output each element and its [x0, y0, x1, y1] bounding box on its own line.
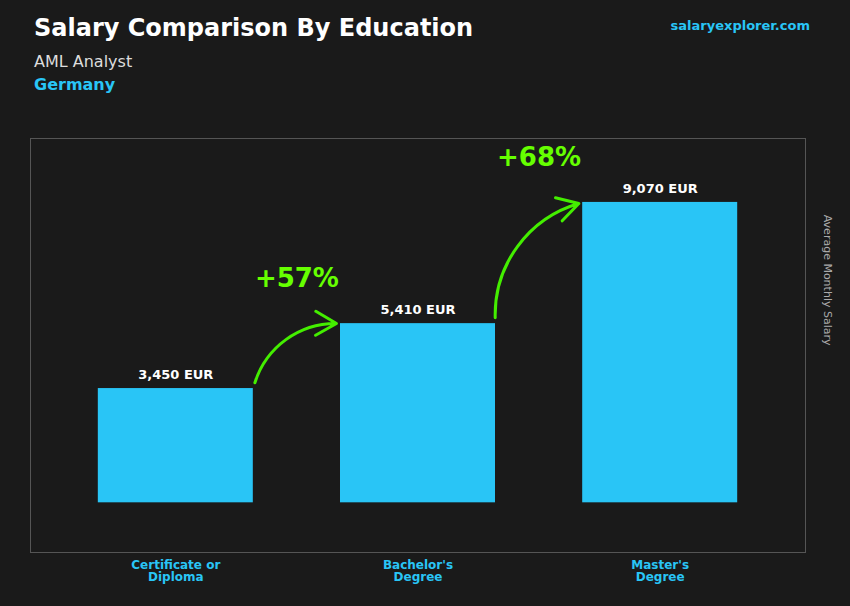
svg-text:Bachelor'sDegree: Bachelor'sDegree: [383, 558, 453, 584]
svg-text:3,450 EUR: 3,450 EUR: [138, 367, 213, 382]
svg-text:+68%: +68%: [497, 142, 581, 172]
svg-text:Master'sDegree: Master'sDegree: [631, 558, 689, 584]
html-text:Salary Comparison By Education: Salary Comparison By Education: [34, 14, 474, 42]
svg-text:Certificate orDiploma: Certificate orDiploma: [131, 558, 220, 584]
html-text:salaryexplorer.com: salaryexplorer.com: [670, 18, 810, 33]
html-text:Germany: Germany: [34, 75, 116, 94]
svg-text:+57%: +57%: [255, 263, 339, 293]
svg-text:Average Monthly Salary: Average Monthly Salary: [821, 215, 834, 346]
svg-text:5,410 EUR: 5,410 EUR: [380, 302, 455, 317]
svg-text:9,070 EUR: 9,070 EUR: [623, 181, 698, 196]
html-text:AML Analyst: AML Analyst: [34, 52, 133, 71]
